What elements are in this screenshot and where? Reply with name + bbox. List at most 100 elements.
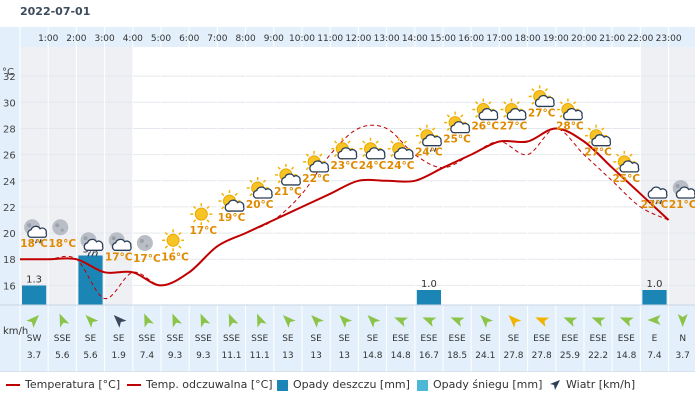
rain-drop [35, 239, 38, 244]
sun-ray [403, 140, 408, 144]
wind-speed-label: 18.5 [447, 351, 467, 361]
moon-crater [27, 223, 32, 228]
cloud-icon [365, 147, 386, 160]
sun-cloud-icon [585, 124, 612, 147]
sun-ray [390, 153, 394, 158]
wind-arrow-icon [85, 315, 99, 328]
rain-swatch [277, 379, 288, 391]
hour-label: 10:00 [289, 34, 315, 44]
cloud-icon [224, 199, 245, 212]
wind-arrow-icon [144, 313, 154, 328]
wind-direction-label: SE [282, 334, 294, 344]
sun-cloud-icon [500, 98, 527, 121]
legend-item-snow[interactable]: Opady śniegu [mm] [417, 378, 542, 391]
temp-label: 24°C [415, 147, 443, 159]
moon-crater [139, 239, 144, 243]
legend-item-temperature[interactable]: Temperatura [°C] [6, 378, 120, 391]
y-tick-label: 26 [3, 151, 16, 162]
hour-label: 13:00 [374, 34, 400, 44]
hour-label: 5:00 [151, 34, 171, 44]
y-tick-label: 22 [3, 203, 16, 214]
wind-speed-label: 22.2 [588, 351, 608, 361]
hour-label: 20:00 [571, 34, 597, 44]
hour-label: 18:00 [515, 34, 541, 44]
cloud-icon [27, 225, 48, 244]
wind-speed-label: 13 [310, 351, 321, 361]
sun-cloud-icon [387, 137, 414, 160]
moon-icon [52, 219, 69, 236]
wind-arrow-icon [282, 315, 296, 328]
wind-arrow-icon [480, 315, 494, 328]
wind-arrow-icon [619, 317, 634, 327]
moon-crater [145, 244, 149, 248]
sun-ray [277, 166, 281, 170]
wind-direction-label: ESE [392, 334, 409, 344]
temp-label: 28°C [556, 121, 584, 133]
wind-arrow-icon [535, 317, 550, 327]
sun-cloud-icon [556, 98, 583, 121]
night-band [640, 47, 669, 305]
cloud-shape [534, 94, 555, 108]
cloud-icon [83, 238, 104, 257]
wind-direction-label: ESE [561, 334, 578, 344]
sun-ray [249, 179, 253, 183]
sun-ray [192, 205, 197, 210]
moon-crater [675, 184, 680, 188]
temp-label: 27°C [500, 121, 528, 133]
legend-rain-label: Opady deszczu [mm] [293, 378, 410, 391]
wind-arrow-icon [200, 313, 211, 328]
hour-label: 16:00 [458, 34, 484, 44]
sun-ray [347, 140, 351, 144]
wind-direction-label: SW [27, 334, 42, 344]
wind-arrow-icon [394, 317, 409, 327]
rain-drop [659, 199, 663, 205]
sun-ray [277, 180, 281, 184]
wind-arrow-icon [367, 315, 381, 328]
sun-ray [474, 101, 479, 105]
cloud-shape [619, 160, 640, 173]
legend-item-feels-like[interactable]: Temp. odczuwalna [°C] [127, 378, 273, 391]
forecast-chart: 1:00 2:00 3:00 4:00 5:00 6:00 7:00 8:00 9:00 10:0… [0, 27, 695, 372]
sun-ray [249, 193, 253, 197]
y-tick-label: 30 [3, 98, 16, 109]
feels-like-swatch [127, 384, 141, 386]
wind-arrow-shape [394, 317, 409, 327]
y-tick-label: 32 [3, 72, 16, 83]
wind-arrow-shape [256, 313, 267, 328]
cloud-shape [591, 134, 612, 147]
wind-speed-label: 11.1 [250, 351, 270, 361]
cloud-shape [422, 134, 442, 147]
rain-drop [91, 252, 95, 257]
forecast-date: 2022-07-01 [20, 5, 91, 18]
sun-ray [164, 245, 168, 249]
hour-label: 19:00 [543, 34, 569, 44]
sun-ray [615, 166, 620, 171]
sun-ray [587, 127, 591, 131]
legend-item-rain[interactable]: Opady deszczu [mm] [277, 378, 410, 391]
rain-bar [642, 290, 667, 305]
wind-arrow-shape [591, 317, 606, 327]
wind-direction-label: SE [310, 334, 322, 344]
night-band [668, 47, 695, 305]
rain-drop [433, 147, 437, 152]
temp-label: 18°C [20, 238, 48, 250]
sun-cloud-icon [303, 150, 330, 173]
sun-ray [192, 219, 197, 223]
sun-icon [190, 203, 213, 226]
hour-label: 6:00 [179, 34, 199, 44]
moon-cloud-storm-icon [80, 232, 104, 257]
temperature-line [20, 127, 670, 287]
feels-like-line [20, 124, 669, 300]
rain-label: 1.0 [647, 279, 663, 290]
sun-cloud-icon [444, 111, 471, 134]
temp-label: 27°C [528, 107, 556, 119]
wind-arrow-icon [677, 314, 688, 327]
moon-cloud-icon [672, 180, 695, 199]
temp-label: 24°C [359, 160, 387, 172]
sun-ray [531, 88, 535, 92]
cloud-icon [337, 147, 358, 160]
legend-item-wind[interactable]: Wiatr [km/h] [549, 378, 635, 391]
sun-ray [178, 231, 182, 236]
sun-ray [362, 153, 366, 158]
wind-direction-label: SSE [251, 334, 268, 344]
